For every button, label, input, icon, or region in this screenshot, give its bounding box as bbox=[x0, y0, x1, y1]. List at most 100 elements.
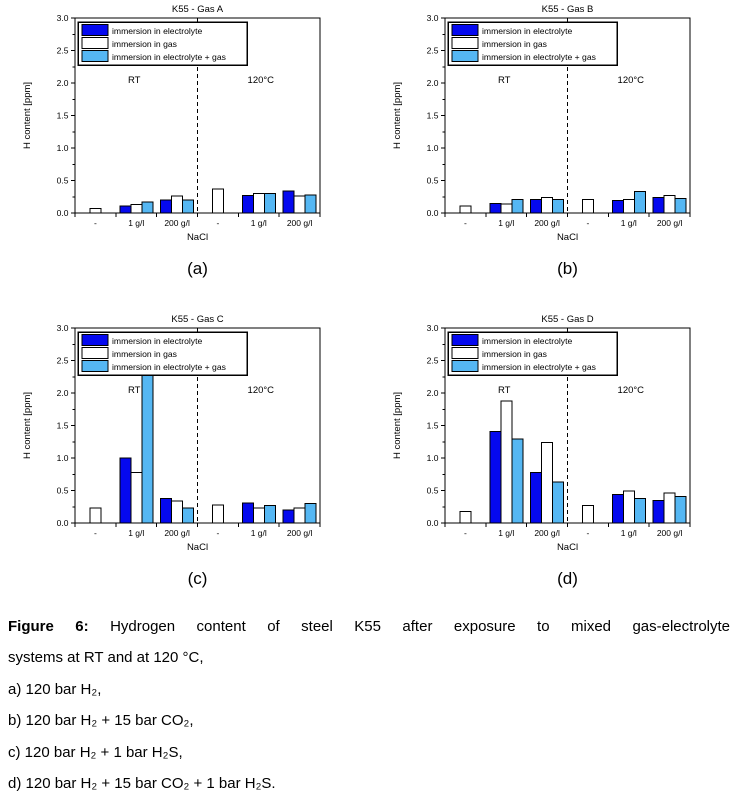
legend-label: immersion in electrolyte + gas bbox=[482, 52, 596, 62]
section-label-120c: 120°C bbox=[618, 75, 645, 86]
x-axis-label: NaCl bbox=[187, 232, 208, 243]
bar bbox=[160, 199, 173, 214]
legend-label: immersion in electrolyte + gas bbox=[482, 362, 596, 372]
bar bbox=[674, 495, 687, 524]
svg-text:0.5: 0.5 bbox=[57, 486, 69, 496]
legend-swatch bbox=[451, 50, 479, 62]
bar bbox=[282, 509, 295, 524]
x-axis: - 1 g/l 200 g/l - 1 g/l 200 g/l bbox=[444, 523, 691, 538]
svg-text:200 g/l: 200 g/l bbox=[657, 528, 683, 538]
bar bbox=[252, 507, 265, 524]
bar bbox=[119, 205, 132, 214]
svg-text:-: - bbox=[94, 528, 97, 538]
svg-text:3.0: 3.0 bbox=[427, 13, 439, 23]
svg-text:0.0: 0.0 bbox=[57, 518, 69, 528]
legend-label: immersion in gas bbox=[482, 39, 547, 49]
svg-text:1 g/l: 1 g/l bbox=[498, 218, 514, 228]
svg-text:-: - bbox=[216, 218, 219, 228]
svg-text:-: - bbox=[464, 528, 467, 538]
legend-swatch bbox=[81, 50, 109, 62]
svg-text:0.0: 0.0 bbox=[427, 518, 439, 528]
chart-gas-d: K55 - Gas D 0.0 0.5 1.0 1.5 2.0 2.5 3.0 H conten… bbox=[392, 314, 691, 553]
bar bbox=[171, 195, 184, 214]
legend-label: immersion in gas bbox=[112, 349, 177, 359]
legend-swatch bbox=[451, 360, 479, 372]
legend-swatch bbox=[451, 347, 479, 359]
bar bbox=[241, 502, 254, 524]
svg-text:1 g/l: 1 g/l bbox=[128, 528, 144, 538]
y-axis-label: H content [ppm] bbox=[392, 82, 403, 149]
bar bbox=[182, 507, 195, 524]
chart-panel-d: K55 - Gas D 0.0 0.5 1.0 1.5 2.0 2.5 3.0 H conten… bbox=[370, 310, 740, 560]
bar bbox=[171, 500, 184, 524]
x-axis-label: NaCl bbox=[557, 232, 578, 243]
svg-text:1.0: 1.0 bbox=[427, 453, 439, 463]
svg-text:-: - bbox=[464, 218, 467, 228]
legend-swatch bbox=[451, 24, 479, 36]
legend-label: immersion in electrolyte + gas bbox=[112, 362, 226, 372]
legend: immersion in electrolyte immersion in gas… bbox=[77, 331, 248, 376]
bar bbox=[459, 205, 472, 214]
y-axis: 0.0 0.5 1.0 1.5 2.0 2.5 3.0 bbox=[57, 13, 75, 218]
chart-title: K55 - Gas C bbox=[171, 314, 223, 325]
bar bbox=[119, 457, 132, 524]
bar bbox=[293, 507, 306, 524]
svg-text:3.0: 3.0 bbox=[57, 323, 69, 333]
section-label-rt: RT bbox=[128, 75, 141, 86]
svg-text:1 g/l: 1 g/l bbox=[128, 218, 144, 228]
svg-text:2.5: 2.5 bbox=[427, 46, 439, 56]
bar bbox=[252, 193, 265, 214]
y-axis-label: H content [ppm] bbox=[22, 392, 33, 459]
y-axis: 0.0 0.5 1.0 1.5 2.0 2.5 3.0 bbox=[427, 323, 445, 528]
caption-figure-number: Figure 6: bbox=[8, 618, 89, 635]
legend-swatch bbox=[81, 360, 109, 372]
legend-swatch bbox=[81, 24, 109, 36]
bars bbox=[89, 371, 317, 524]
panel-label-c: (c) bbox=[187, 569, 208, 588]
bar bbox=[611, 493, 624, 524]
svg-text:0.5: 0.5 bbox=[427, 486, 439, 496]
x-axis: - 1 g/l 200 g/l - 1 g/l 200 g/l bbox=[74, 523, 321, 538]
svg-text:200 g/l: 200 g/l bbox=[534, 218, 560, 228]
svg-text:1 g/l: 1 g/l bbox=[251, 528, 267, 538]
legend: immersion in electrolyte immersion in gas… bbox=[447, 331, 618, 376]
bar bbox=[304, 194, 317, 214]
svg-text:0.0: 0.0 bbox=[57, 208, 69, 218]
legend-swatch bbox=[81, 347, 109, 359]
chart-panel-c: K55 - Gas C 0.0 0.5 1.0 1.5 2.0 2.5 3.0 H conten… bbox=[0, 310, 370, 560]
svg-text:0.0: 0.0 bbox=[427, 208, 439, 218]
bar bbox=[130, 471, 143, 524]
caption-item-d: d) 120 bar H₂ + 15 bar CO₂ + 1 bar H₂S. bbox=[8, 775, 276, 793]
bar bbox=[160, 497, 173, 524]
bar bbox=[581, 504, 594, 524]
svg-text:1.0: 1.0 bbox=[57, 453, 69, 463]
caption-item-b: b) 120 bar H₂ + 15 bar CO₂, bbox=[8, 712, 194, 730]
legend-label: immersion in gas bbox=[482, 349, 547, 359]
svg-text:0.5: 0.5 bbox=[57, 176, 69, 186]
bar bbox=[282, 190, 295, 214]
bar bbox=[182, 199, 195, 214]
chart-panel-b: K55 - Gas B 0.0 0.5 1.0 1.5 2.0 2.5 3.0 H conten… bbox=[370, 0, 740, 250]
bar bbox=[263, 504, 276, 524]
legend-label: immersion in electrolyte + gas bbox=[112, 52, 226, 62]
legend: immersion in electrolyte immersion in gas… bbox=[447, 21, 618, 66]
section-label-120c: 120°C bbox=[248, 385, 275, 396]
bar bbox=[552, 481, 565, 524]
section-label-120c: 120°C bbox=[618, 385, 645, 396]
caption-title-line: Figure 6: Hydrogen content of steel K55 … bbox=[8, 611, 730, 642]
legend: immersion in electrolyte immersion in gas… bbox=[77, 21, 248, 66]
svg-text:1.5: 1.5 bbox=[57, 421, 69, 431]
bar bbox=[211, 504, 224, 524]
bar bbox=[489, 430, 502, 524]
x-axis: - 1 g/l 200 g/l - 1 g/l 200 g/l bbox=[444, 213, 691, 228]
chart-title: K55 - Gas B bbox=[542, 4, 594, 15]
svg-text:1 g/l: 1 g/l bbox=[498, 528, 514, 538]
bar bbox=[541, 196, 554, 214]
legend-label: immersion in electrolyte bbox=[112, 26, 202, 36]
bar bbox=[89, 207, 102, 214]
bar bbox=[581, 198, 594, 214]
caption-line-2: systems at RT and at 120 °C, bbox=[8, 649, 204, 667]
svg-text:1.0: 1.0 bbox=[427, 143, 439, 153]
bar bbox=[130, 204, 143, 214]
svg-text:1 g/l: 1 g/l bbox=[251, 218, 267, 228]
